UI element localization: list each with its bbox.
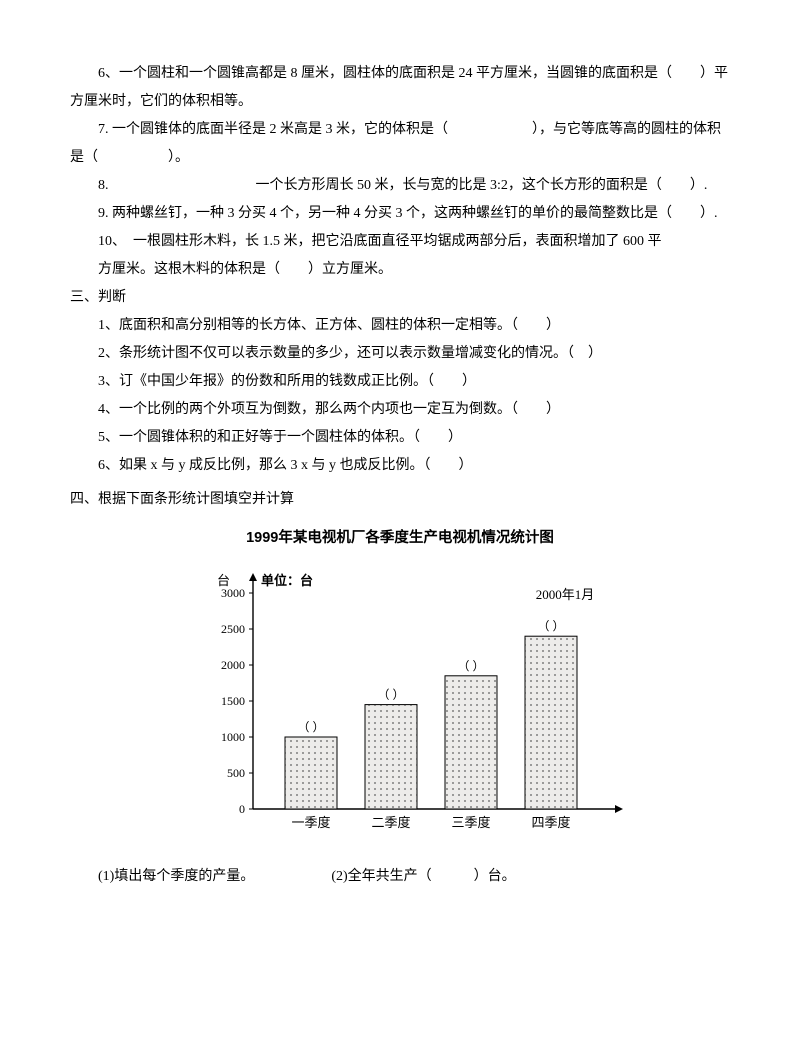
svg-text:单位：台: 单位：台 <box>261 573 313 588</box>
judge-2: 2、条形统计图不仅可以表示数量的多少，还可以表示数量增减变化的情况。（ ） <box>70 340 730 368</box>
svg-text:一季度: 一季度 <box>291 815 330 830</box>
question-6: 6、一个圆柱和一个圆锥高都是 8 厘米，圆柱体的底面积是 24 平方厘米，当圆锥… <box>70 60 730 116</box>
question-9: 9. 两种螺丝钉，一种 3 分买 4 个，另一种 4 分买 3 个，这两种螺丝钉… <box>70 200 730 228</box>
question-7: 7. 一个圆锥体的底面半径是 2 米高是 3 米，它的体积是（ ），与它等底等高… <box>70 116 730 172</box>
q8-body: 一个长方形周长 50 米，长与宽的比是 3:2，这个长方形的面积是（ ）. <box>256 178 708 193</box>
section-3-heading: 三、判断 <box>70 284 730 312</box>
chart-title: 1999年某电视机厂各季度生产电视机情况统计图 <box>70 524 730 553</box>
judge-3: 3、订《中国少年报》的份数和所用的钱数成正比例。（ ） <box>70 368 730 396</box>
svg-text:2000: 2000 <box>221 658 245 672</box>
judge-5: 5、一个圆锥体积的和正好等于一个圆柱体的体积。（ ） <box>70 424 730 452</box>
question-10-line1: 10、 一根圆柱形木料，长 1.5 米，把它沿底面直径平均锯成两部分后，表面积增… <box>70 228 730 256</box>
svg-text:二季度: 二季度 <box>371 815 410 830</box>
judge-1: 1、底面积和高分别相等的长方体、正方体、圆柱的体积一定相等。（ ） <box>70 312 730 340</box>
svg-text:三季度: 三季度 <box>451 815 490 830</box>
q8-num: 8. <box>98 178 109 193</box>
judge-6: 6、如果 x 与 y 成反比例，那么 3 x 与 y 也成反比例。（ ） <box>70 452 730 480</box>
svg-text:（ ）: （ ） <box>537 619 564 633</box>
svg-text:500: 500 <box>227 766 245 780</box>
question-10-line2: 方厘米。这根木料的体积是（ ）立方厘米。 <box>70 256 730 284</box>
svg-text:2000年1月: 2000年1月 <box>536 587 595 602</box>
bar-chart: 1999年某电视机厂各季度生产电视机情况统计图 台单位：台2000年1月0500… <box>70 524 730 849</box>
judge-4: 4、一个比例的两个外项互为倒数，那么两个内项也一定互为倒数。（ ） <box>70 396 730 424</box>
subq-1: (1)填出每个季度的产量。 <box>98 869 254 884</box>
svg-text:（ ）: （ ） <box>457 659 484 673</box>
bar-chart-svg: 台单位：台2000年1月050010001500200025003000（ ）一… <box>175 559 625 849</box>
svg-text:（ ）: （ ） <box>377 688 404 702</box>
section-4-heading: 四、根据下面条形统计图填空并计算 <box>70 486 730 514</box>
svg-text:1000: 1000 <box>221 730 245 744</box>
svg-text:（ ）: （ ） <box>297 720 324 734</box>
subquestions: (1)填出每个季度的产量。 (2)全年共生产（ ）台。 <box>70 863 730 891</box>
subq-2: (2)全年共生产（ ）台。 <box>331 869 515 884</box>
svg-text:四季度: 四季度 <box>531 815 570 830</box>
svg-text:1500: 1500 <box>221 694 245 708</box>
question-8: 8. 一个长方形周长 50 米，长与宽的比是 3:2，这个长方形的面积是（ ）. <box>70 172 730 200</box>
svg-text:3000: 3000 <box>221 586 245 600</box>
svg-text:0: 0 <box>239 802 245 816</box>
svg-text:2500: 2500 <box>221 622 245 636</box>
